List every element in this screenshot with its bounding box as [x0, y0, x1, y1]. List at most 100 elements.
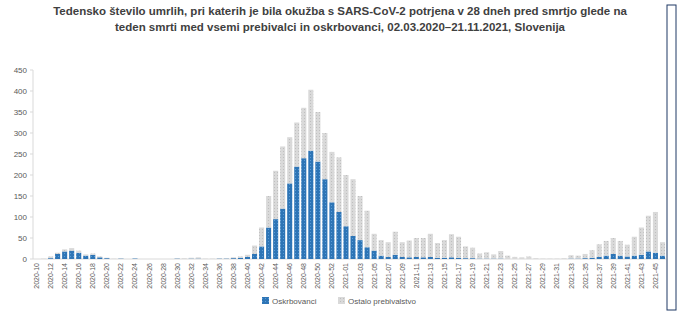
chart: Tedensko število umrlih, pri katerih je … — [0, 0, 680, 315]
bar-segment — [139, 259, 144, 260]
bar-segment — [245, 257, 250, 259]
bar-segment — [540, 258, 545, 259]
legend: Oskrbovanci Ostalo prebivalstvo — [262, 297, 417, 306]
bar-segment — [343, 226, 348, 259]
bar-segment — [132, 258, 137, 259]
x-tick-label: 2021-31 — [553, 263, 560, 289]
bar-segment — [125, 259, 130, 260]
bar-segment — [428, 234, 433, 257]
bar-segment — [280, 146, 285, 208]
bar-segment — [175, 258, 180, 259]
bar-segment — [569, 255, 574, 258]
bar-segment — [533, 259, 538, 260]
y-tick-label: 350 — [14, 108, 28, 117]
bar-segment — [301, 158, 306, 259]
bar-segment — [583, 254, 588, 258]
bar-segment — [533, 258, 538, 259]
bar-segment — [238, 258, 243, 259]
bar-segment — [505, 256, 510, 259]
bar-segment — [611, 254, 616, 259]
bar-segment — [400, 257, 405, 259]
bar-segment — [329, 152, 334, 202]
x-tick-label: 2020-14 — [61, 263, 68, 289]
bar-segment — [231, 257, 236, 259]
bar-segment — [428, 257, 433, 259]
bar-segment — [287, 137, 292, 183]
bar-segment — [182, 258, 187, 259]
bar-segment — [252, 246, 257, 254]
bar-segment — [104, 257, 109, 258]
x-tick-label: 2020-28 — [160, 263, 167, 289]
bar-segment — [358, 196, 363, 240]
bar-segment — [273, 219, 278, 259]
y-tick-label: 200 — [14, 171, 28, 180]
bar-segment — [83, 256, 88, 259]
x-axis — [33, 259, 666, 260]
x-tick-label: 2020-38 — [230, 263, 237, 289]
bar-segment — [393, 232, 398, 255]
x-tick-label: 2020-42 — [258, 263, 265, 289]
bar-segment — [632, 256, 637, 259]
x-tick-label: 2021-29 — [539, 263, 546, 289]
bar-segment — [414, 238, 419, 257]
bar-segment — [449, 257, 454, 259]
bar-segment — [407, 257, 412, 259]
x-tick-label: 2021-03 — [357, 263, 364, 289]
y-axis — [33, 70, 34, 259]
bar-segment — [350, 179, 355, 236]
y-tick-label: 100 — [14, 213, 28, 222]
legend-swatch — [262, 297, 269, 304]
x-tick-label: 2021-01 — [342, 263, 349, 289]
bar-segment — [379, 240, 384, 256]
bar-segment — [456, 237, 461, 258]
bar-segment — [294, 123, 299, 167]
x-tick-label: 2020-50 — [314, 263, 321, 289]
y-tick — [30, 175, 33, 176]
bar-segment — [386, 257, 391, 259]
bar-segment — [611, 238, 616, 254]
bar-segment — [147, 259, 152, 260]
legend-label: Ostalo prebivalstvo — [348, 297, 417, 306]
bar-segment — [175, 258, 180, 259]
legend-label: Oskrbovanci — [272, 297, 317, 306]
bar-segment — [660, 242, 665, 255]
bars — [41, 90, 665, 259]
bar-segment — [329, 202, 334, 259]
x-tick-label: 2020-26 — [146, 263, 153, 289]
x-tick-label: 2020-12 — [47, 263, 54, 289]
bar-segment — [407, 241, 412, 258]
bar-segment — [597, 244, 602, 257]
bar-segment — [336, 157, 341, 212]
bar-segment — [76, 251, 81, 253]
bar-segment — [590, 258, 595, 259]
y-tick — [30, 217, 33, 218]
bar-segment — [83, 254, 88, 255]
bar-segment — [55, 253, 60, 254]
bar-segment — [442, 240, 447, 258]
y-tick — [30, 196, 33, 197]
bar-segment — [301, 108, 306, 158]
bar-segment — [34, 259, 39, 260]
bar-segment — [442, 258, 447, 259]
bar-segment — [111, 259, 116, 260]
bar-segment — [266, 228, 271, 260]
bar-segment — [294, 167, 299, 259]
bar-segment — [196, 258, 201, 259]
bar-segment — [90, 255, 95, 259]
x-tick-label: 2021-11 — [413, 263, 420, 288]
bar-segment — [576, 256, 581, 259]
x-tick-label: 2021-43 — [638, 263, 645, 289]
bar-segment — [97, 256, 102, 258]
x-tick-label: 2021-09 — [399, 263, 406, 289]
y-tick-label: 450 — [14, 66, 28, 75]
bar-segment — [379, 256, 384, 259]
bar-segment — [604, 256, 609, 259]
bar-segment — [196, 257, 201, 258]
x-tick-label: 2021-41 — [624, 263, 631, 289]
legend-swatch — [338, 297, 345, 304]
bar-segment — [547, 259, 552, 260]
bar-segment — [315, 162, 320, 259]
bar-segment — [386, 242, 391, 257]
bar-segment — [484, 252, 489, 258]
bar-segment — [252, 254, 257, 259]
